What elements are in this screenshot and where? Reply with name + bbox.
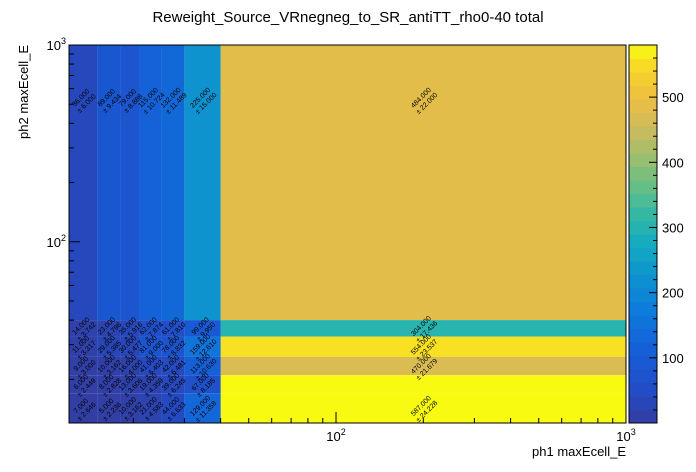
colorbar-swatch (629, 180, 657, 194)
colorbar-tick-label: 100 (662, 351, 684, 366)
heatmap-cell (139, 375, 162, 394)
colorbar-swatch (629, 328, 657, 343)
heatmap-cell (184, 320, 221, 337)
colorbar-swatch (629, 396, 657, 410)
heatmap-cell (161, 336, 185, 357)
colorbar-swatch (629, 274, 657, 289)
heatmap-cell (161, 356, 185, 376)
axes: 102 103 102 103 (47, 36, 636, 444)
heatmap-cell (97, 393, 121, 423)
x-tick-label: 102 (326, 427, 345, 444)
colorbar-swatch (629, 247, 657, 262)
heatmap-cell (184, 393, 221, 423)
colorbar-tick-label: 300 (662, 220, 684, 235)
colorbar-swatch (629, 85, 657, 100)
heatmap-cell (220, 45, 627, 321)
chart-title: Reweight_Source_VRnegneg_to_SR_antiTT_rh… (152, 9, 543, 26)
heatmap-cell (120, 356, 140, 376)
y-axis-label: ph2 maxEcell_E (16, 45, 31, 139)
heatmap-cell (220, 320, 627, 337)
colorbar-swatch (629, 126, 657, 140)
colorbar-swatch (629, 342, 657, 356)
colorbar-swatch (629, 355, 657, 370)
colorbar-swatch (629, 112, 657, 127)
heatmap-cell (69, 393, 98, 423)
heatmap-cell (97, 375, 121, 394)
colorbar: 100 200 300 400 500 (628, 44, 684, 424)
colorbar-swatch (629, 382, 657, 397)
heatmap-cell (69, 356, 98, 376)
colorbar-swatch (629, 207, 657, 221)
colorbar-swatch (629, 166, 657, 181)
colorbar-swatch (629, 58, 657, 73)
heatmap-cell (184, 356, 221, 376)
colorbar-swatch (629, 153, 657, 167)
heatmap-cell (97, 320, 121, 337)
colorbar-tick-label: 500 (662, 90, 684, 105)
heatmap-cell (139, 320, 162, 337)
colorbar-swatch (629, 234, 657, 248)
heatmap-cell (184, 45, 221, 321)
plot-frame (68, 44, 627, 424)
colorbar-tick-label: 400 (662, 155, 684, 170)
heatmap-cell (97, 45, 121, 321)
heatmap-cell (161, 320, 185, 337)
heatmap-cell (69, 375, 98, 394)
heatmap-cell (139, 45, 162, 321)
heatmap-cell (139, 393, 162, 423)
heatmap-cell (97, 336, 121, 357)
colorbar-swatch (629, 288, 657, 302)
colorbar-swatch (629, 193, 657, 208)
heatmap-cell (184, 336, 221, 357)
heatmap-cell (120, 393, 140, 423)
heatmap-cell (139, 356, 162, 376)
colorbar-swatch (629, 301, 657, 316)
colorbar-swatch (629, 261, 657, 275)
colorbar-swatch (629, 409, 657, 424)
heatmap-cells (69, 45, 627, 423)
heatmap-cell (120, 320, 140, 337)
heatmap-cell (161, 375, 185, 394)
colorbar-swatch (629, 99, 657, 113)
heatmap-cell (97, 356, 121, 376)
colorbar-swatch (629, 139, 657, 154)
y-tick-label: 102 (47, 233, 66, 250)
colorbar-swatch (629, 369, 657, 383)
colorbar-frame (628, 44, 658, 424)
y-tick-label: 103 (47, 36, 66, 53)
colorbar-swatch (629, 220, 657, 235)
colorbar-swatch (629, 72, 657, 86)
heatmap-cell (120, 45, 140, 321)
heatmap-cell (184, 375, 221, 394)
heatmap-cell (220, 356, 627, 376)
heatmap-cell (220, 375, 627, 394)
colorbar-swatch (629, 45, 657, 59)
colorbar-tick-label: 200 (662, 286, 684, 301)
colorbar-swatch (629, 315, 657, 329)
x-tick-label: 103 (616, 427, 635, 444)
x-axis-label: ph1 maxEcell_E (532, 444, 626, 459)
heatmap-cell (69, 336, 98, 357)
heatmap-cell (161, 393, 185, 423)
heatmap-cell (161, 45, 185, 321)
heatmap-cell (120, 336, 140, 357)
heatmap-cell (139, 336, 162, 357)
heatmap-cell (120, 375, 140, 394)
heatmap-cell (69, 320, 98, 337)
cell-annotation: 484.000± 22.000 (410, 87, 439, 116)
heatmap-cell (220, 336, 627, 357)
